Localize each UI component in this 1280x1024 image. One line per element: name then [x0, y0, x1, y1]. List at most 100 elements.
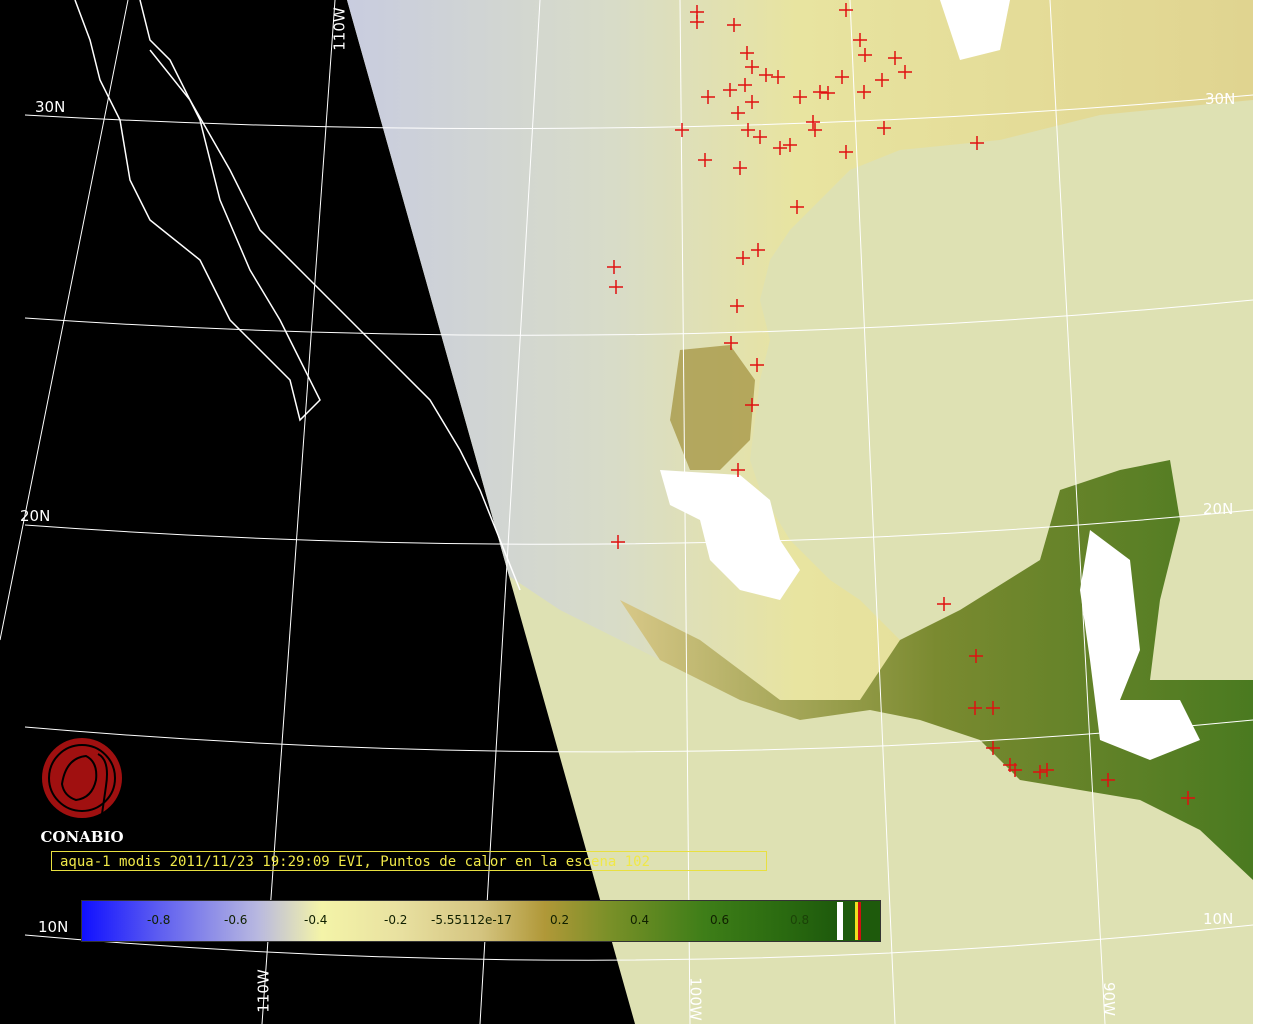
cloud-cover: [940, 0, 1010, 60]
hotspot-marker: [783, 138, 797, 152]
hotspot-marker: [773, 141, 787, 155]
hotspot-marker: [745, 398, 759, 412]
hotspot-marker: [745, 95, 759, 109]
colorbar-label: -0.2: [384, 913, 408, 927]
cloud-cover: [1080, 530, 1200, 760]
olive-region: [670, 345, 755, 470]
hotspot-marker: [730, 299, 744, 313]
hotspot-marker: [1101, 773, 1115, 787]
hotspot-marker: [839, 145, 853, 159]
lon-line-105w: [479, 0, 541, 1024]
lon-line-110w: [261, 0, 336, 1024]
hotspot-marker: [821, 86, 835, 100]
cloud-cover: [660, 470, 800, 600]
grid-label-20n-right: 20N: [1203, 500, 1234, 518]
hotspot-marker: [731, 463, 745, 477]
hotspot-marker: [968, 701, 982, 715]
hotspot-marker: [607, 260, 621, 274]
hotspot-marker: [1033, 765, 1047, 779]
grid-label-10n-left: 10N: [38, 918, 69, 936]
hotspot-marker: [1040, 763, 1054, 777]
hotspot-marker: [724, 336, 738, 350]
grid-label-20n-left: 20N: [20, 507, 51, 525]
hotspot-marker: [839, 3, 853, 17]
colorbar-label: 0.8: [790, 913, 810, 927]
hotspot-marker: [690, 15, 704, 29]
hotspot-marker: [675, 123, 689, 137]
colorbar-label: 0.6: [710, 913, 730, 927]
colorbar-stripe-white: [837, 902, 843, 940]
colorbar-stripe-red: [858, 902, 861, 940]
lon-line-120w: [0, 0, 129, 641]
colorbar-label: -0.4: [304, 913, 328, 927]
hotspot-marker: [740, 46, 754, 60]
hotspot-marker: [723, 83, 737, 97]
hotspot-marker: [937, 597, 951, 611]
hotspot-marker: [751, 243, 765, 257]
lat-line-20n-b: [24, 509, 1254, 545]
hotspot-marker: [609, 280, 623, 294]
coastline-baja: [74, 0, 321, 422]
hotspot-marker: [753, 130, 767, 144]
hotspot-marker: [790, 200, 804, 214]
hotspot-marker: [745, 60, 759, 74]
grid-label-110w-bottom: 110W: [254, 969, 273, 1013]
grid-label-30n-right: 30N: [1205, 90, 1236, 108]
hotspot-marker: [727, 18, 741, 32]
colorbar-stripe-yellow: [855, 902, 858, 940]
hotspot-marker: [1181, 791, 1195, 805]
hotspot-marker: [853, 33, 867, 47]
hotspot-marker: [857, 85, 871, 99]
grid-label-90w: 90W: [1099, 982, 1118, 1016]
colorbar-label: -5.55112e-17: [431, 913, 512, 927]
evi-colorbar: -0.8 -0.6 -0.4 -0.2 -5.55112e-17 0.2 0.4…: [81, 900, 881, 942]
hotspot-marker: [611, 535, 625, 549]
hotspot-marker: [808, 123, 822, 137]
conabio-emblem-icon: [42, 738, 122, 818]
colorbar-label: -0.8: [147, 913, 171, 927]
hotspot-marker: [698, 153, 712, 167]
hotspot-marker: [969, 649, 983, 663]
lat-line-20n: [24, 299, 1254, 336]
hotspot-marker: [771, 70, 785, 84]
hotspot-marker: [750, 358, 764, 372]
hotspot-marker: [970, 136, 984, 150]
conabio-logo-text: CONABIO: [40, 828, 124, 846]
grid-label-110w-top: 110W: [330, 7, 349, 51]
hotspot-marker: [793, 90, 807, 104]
conabio-logo: CONABIO: [36, 736, 128, 846]
hotspot-marker: [731, 106, 745, 120]
hotspot-marker: [986, 741, 1000, 755]
grid-label-10n-right: 10N: [1203, 910, 1234, 928]
hotspot-marker: [858, 48, 872, 62]
hotspot-marker: [835, 70, 849, 84]
lat-line-30n: [24, 94, 1254, 130]
hotspot-marker: [1008, 763, 1022, 777]
hotspot-marker: [733, 161, 747, 175]
land-north: [347, 0, 1253, 720]
right-border: [1253, 0, 1280, 1024]
grid-label-100w: 100W: [686, 977, 705, 1021]
lon-line-95w: [849, 0, 896, 1024]
hotspot-marker: [813, 85, 827, 99]
colorbar-label: 0.2: [550, 913, 570, 927]
grid-label-30n-left: 30N: [35, 98, 66, 116]
hotspot-marker: [741, 123, 755, 137]
scene-caption: aqua-1 modis 2011/11/23 19:29:09 EVI, Pu…: [51, 851, 767, 871]
graticule: [0, 0, 1254, 1024]
lat-line-10n-b: [24, 924, 1254, 961]
colorbar-label: 0.4: [630, 913, 650, 927]
lon-line-100w: [679, 0, 691, 1024]
lat-line-10n: [24, 719, 1254, 753]
hotspot-marker: [986, 701, 1000, 715]
lon-line-90w: [1049, 0, 1106, 1024]
colorbar-label: -0.6: [224, 913, 248, 927]
hotspot-marker: [898, 65, 912, 79]
hotspots: [607, 3, 1195, 805]
hotspot-marker: [875, 73, 889, 87]
hotspot-marker: [736, 251, 750, 265]
hotspot-marker: [806, 115, 820, 129]
coastline-mainland: [149, 49, 521, 591]
hotspot-marker: [701, 90, 715, 104]
